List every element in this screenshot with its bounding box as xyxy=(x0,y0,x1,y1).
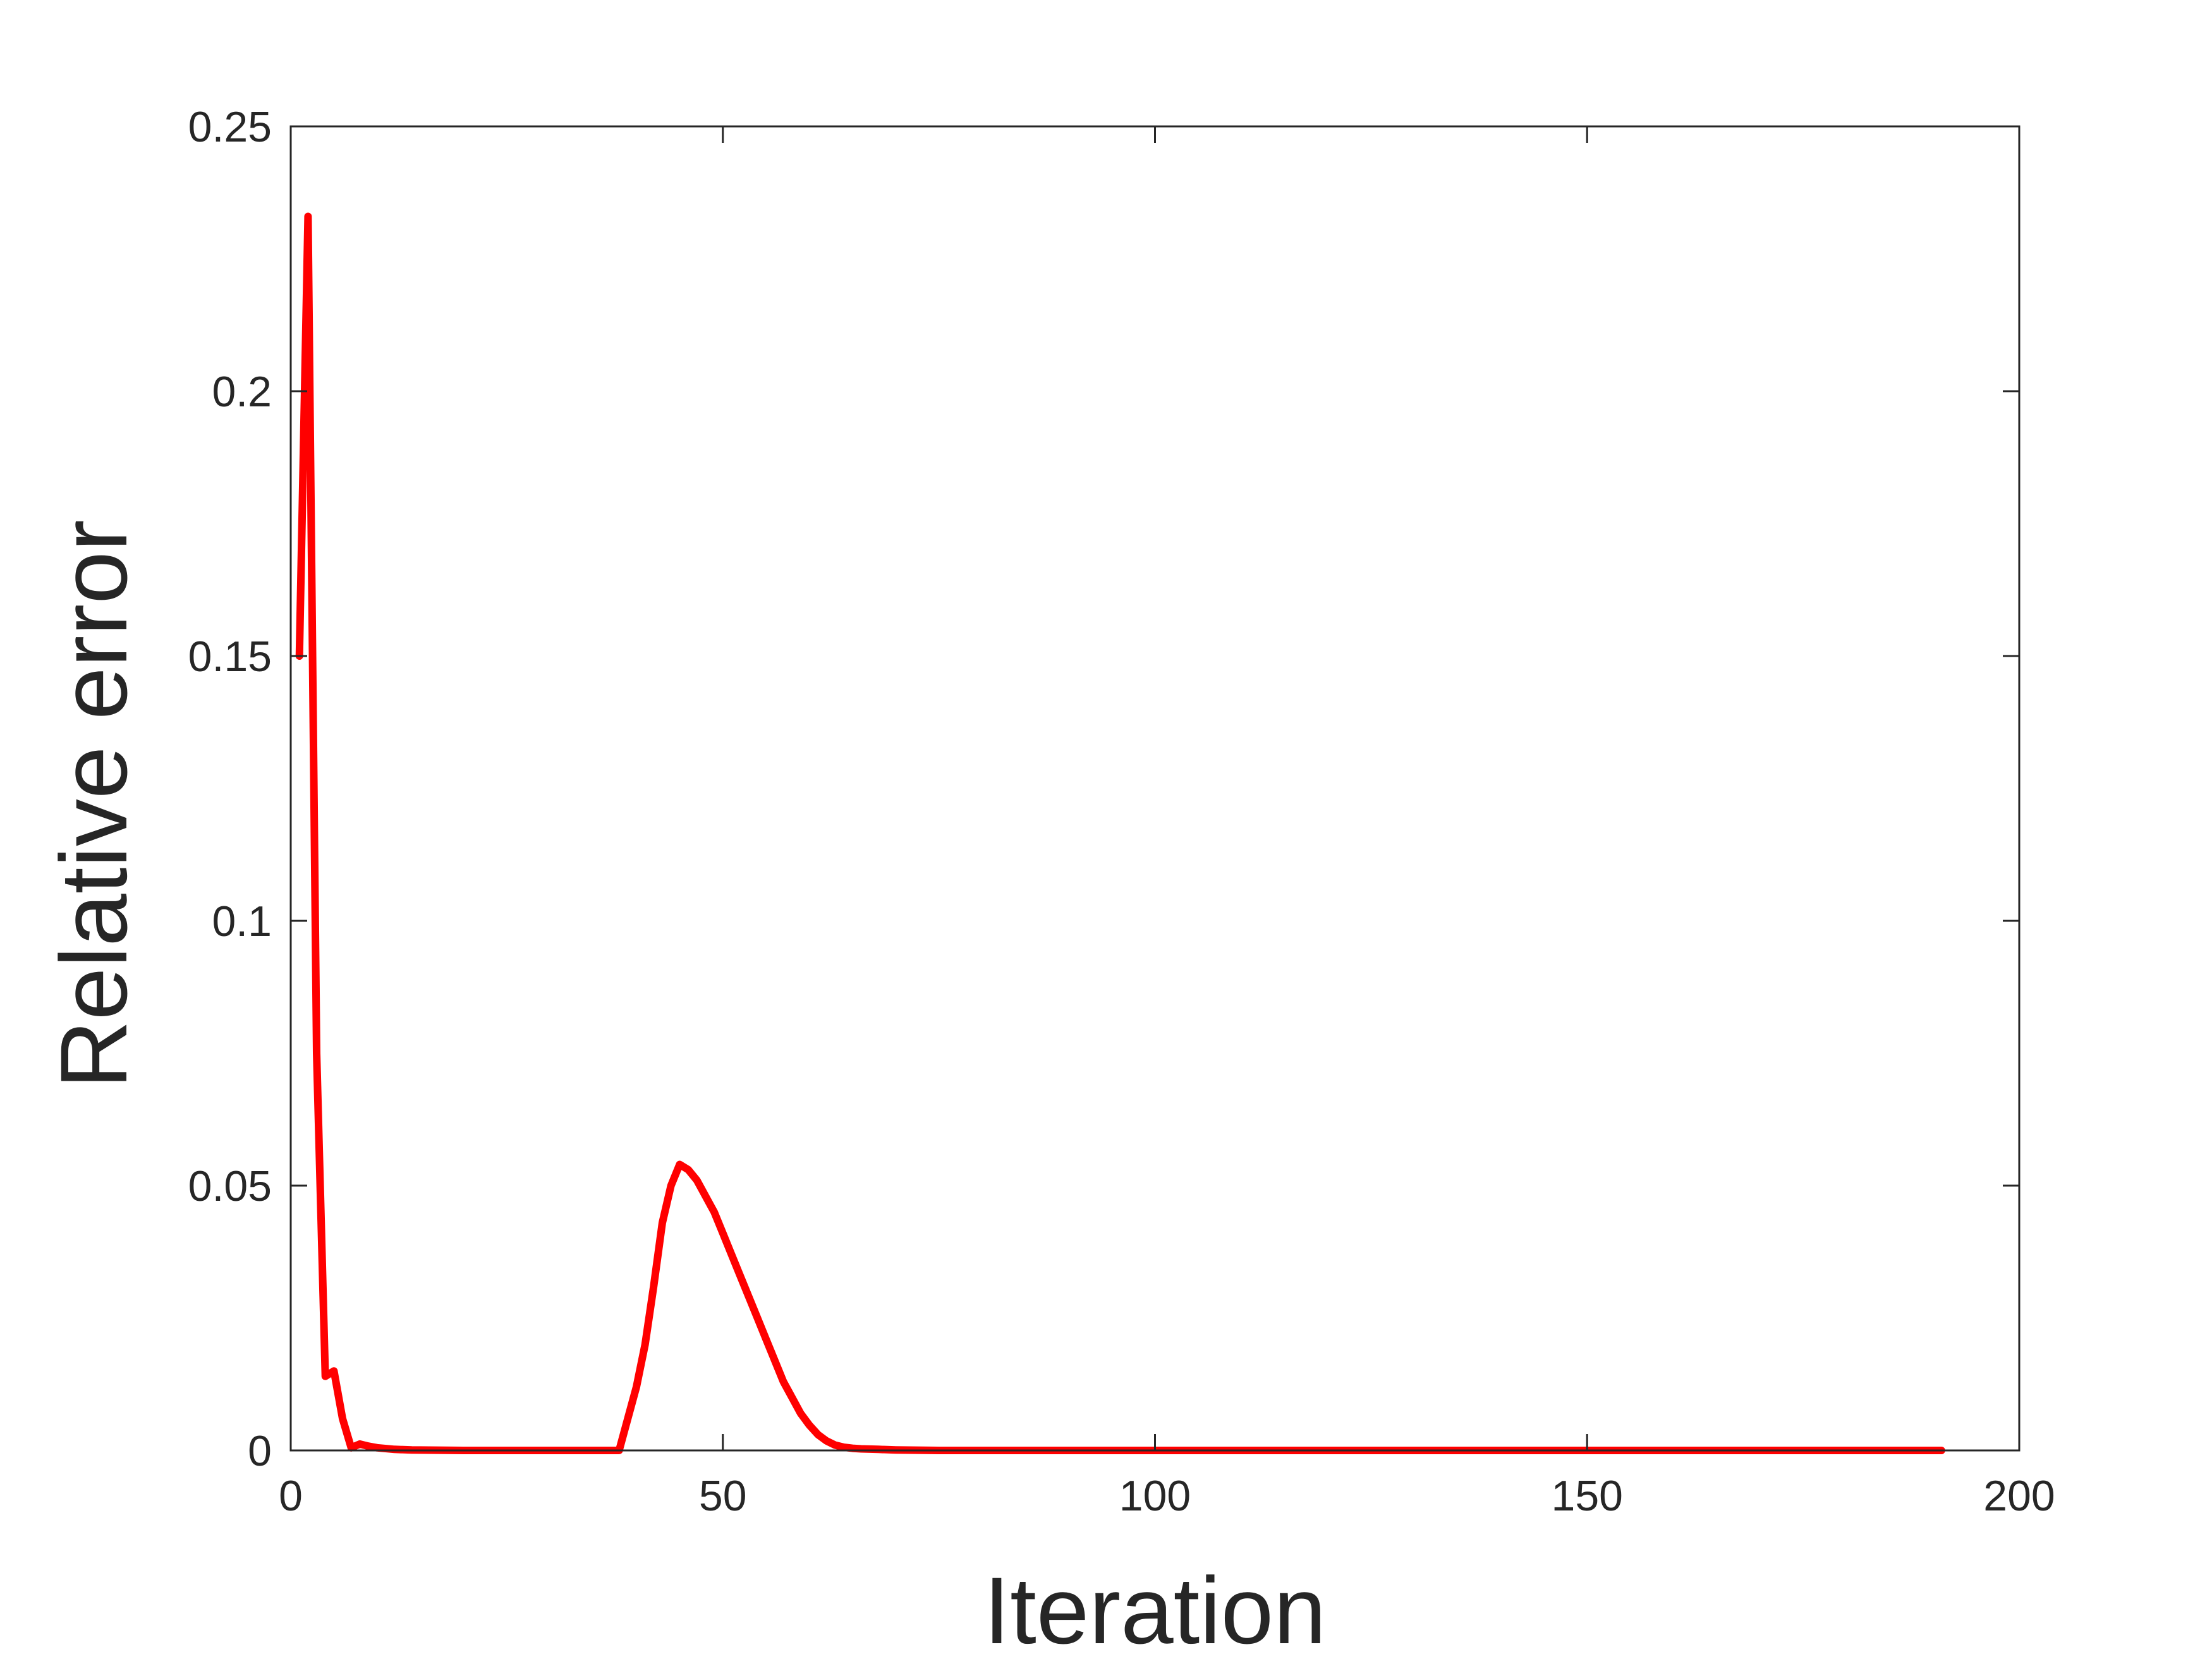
ticks-layer: 0 50 100 150 200 0 0.05 0.1 0.15 0.2 0.25 xyxy=(188,103,2055,1520)
y-tick-label: 0 xyxy=(248,1427,272,1475)
plot-area xyxy=(291,126,2019,1450)
y-tick-label: 0.2 xyxy=(212,368,272,416)
x-axis-title: Iteration xyxy=(984,1557,1327,1659)
series-layer xyxy=(295,212,1945,1454)
x-tick-label: 200 xyxy=(1983,1472,2055,1520)
series-line xyxy=(295,212,1945,1454)
y-axis-title: Relative error xyxy=(40,520,147,1088)
y-tick-label: 0.15 xyxy=(188,633,272,681)
x-tick-label: 50 xyxy=(699,1472,747,1520)
y-tick-label: 0.1 xyxy=(212,897,272,945)
x-tick-label: 0 xyxy=(279,1472,303,1520)
x-tick-label: 100 xyxy=(1119,1472,1191,1520)
x-tick-label: 150 xyxy=(1552,1472,1623,1520)
y-tick-label: 0.05 xyxy=(188,1162,272,1210)
y-tick-label: 0.25 xyxy=(188,103,272,151)
